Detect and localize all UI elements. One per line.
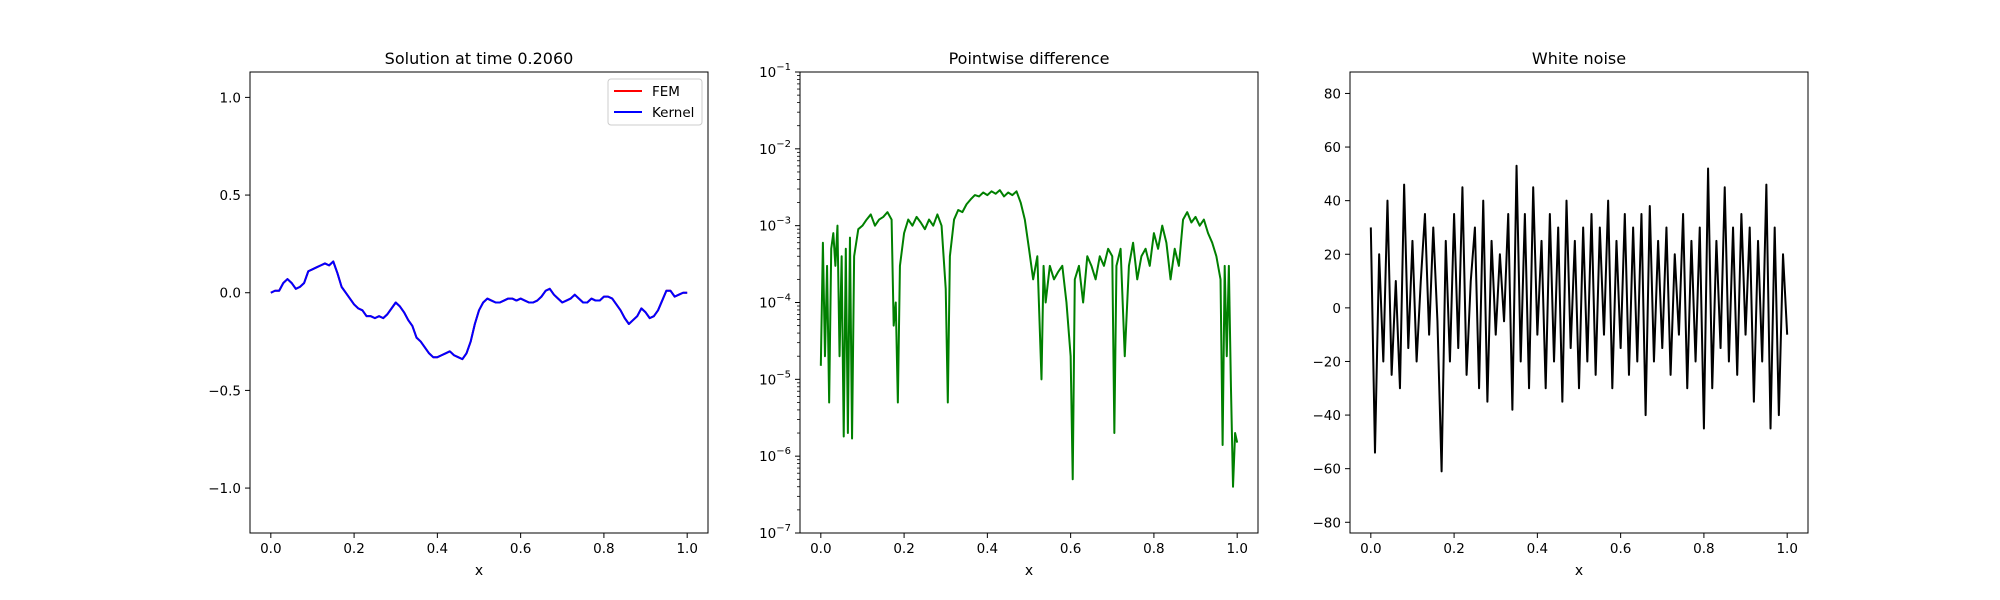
series-line-kernel <box>270 260 688 361</box>
y-tick-label: 0 <box>1332 301 1341 317</box>
legend-label-kernel: Kernel <box>652 105 694 121</box>
x-tick-label: 0.6 <box>1610 541 1631 557</box>
y-tick-label: −40 <box>1313 408 1342 424</box>
y-axis: 10−7 10−6 10−5 10−4 10−3 10−2 10−1 <box>759 62 800 542</box>
y-tick-label: −80 <box>1313 515 1342 531</box>
x-axis: 0.0 0.2 0.4 0.6 0.8 1.0 <box>260 533 698 557</box>
y-tick-label: 80 <box>1324 86 1341 102</box>
y-tick-label: 10−2 <box>759 139 791 158</box>
x-tick-label: 0.2 <box>343 541 364 557</box>
chart-white-noise: White noise x 0.0 0.2 0.4 0.6 0.8 1.0 −80−60−… <box>1313 49 1809 579</box>
x-tick-label: 0.8 <box>1693 541 1714 557</box>
x-tick-label: 0.6 <box>1060 541 1081 557</box>
plot-area <box>249 71 709 534</box>
y-axis: −1.0 −0.5 0.0 0.5 1.0 <box>208 90 250 497</box>
series-lines <box>1369 164 1789 473</box>
y-tick-label: 10−4 <box>759 293 791 312</box>
y-tick-label: 1.0 <box>220 90 241 106</box>
y-axis: −80 −60 −40 −20 0 20 40 60 80 <box>1313 86 1350 531</box>
x-tick-label: 1.0 <box>676 541 697 557</box>
x-tick-label: 0.8 <box>593 541 614 557</box>
series-lines <box>270 260 688 361</box>
series-lines <box>819 189 1239 488</box>
y-tick-label: 0.0 <box>220 286 241 302</box>
y-tick-label: −0.5 <box>208 383 241 399</box>
y-tick-label: 0.5 <box>220 188 241 204</box>
x-tick-label: 0.6 <box>510 541 531 557</box>
y-tick-label: 10−6 <box>759 446 791 465</box>
y-tick-label: 40 <box>1324 194 1341 210</box>
chart-title: Solution at time 0.2060 <box>385 49 574 68</box>
y-tick-label: 60 <box>1324 140 1341 156</box>
legend-label-fem: FEM <box>652 84 680 100</box>
legend: FEM Kernel <box>607 78 703 126</box>
y-tick-label: −1.0 <box>208 481 241 497</box>
x-tick-label: 1.0 <box>1776 541 1797 557</box>
y-tick-label: −20 <box>1313 354 1342 370</box>
x-tick-label: 0.2 <box>1443 541 1464 557</box>
plot-area <box>799 71 1259 534</box>
x-axis-label: x <box>1575 563 1583 579</box>
y-tick-label: −60 <box>1313 462 1342 478</box>
x-axis: 0.0 0.2 0.4 0.6 0.8 1.0 <box>810 533 1248 557</box>
x-axis: 0.0 0.2 0.4 0.6 0.8 1.0 <box>1360 533 1798 557</box>
chart-pointwise-difference: Pointwise difference x 0.0 0.2 0.4 0.6 0.8 1.… <box>759 49 1259 579</box>
x-tick-label: 1.0 <box>1226 541 1247 557</box>
series-line-0 <box>1369 164 1789 473</box>
x-tick-label: 0.4 <box>977 541 998 557</box>
series-line-0 <box>819 189 1239 488</box>
chart-title: Pointwise difference <box>949 49 1110 68</box>
x-tick-label: 0.0 <box>260 541 281 557</box>
x-tick-label: 0.0 <box>1360 541 1381 557</box>
chart-solution: Solution at time 0.2060 x 0.0 0.2 0.4 0.6 0.… <box>208 49 709 579</box>
x-tick-label: 0.4 <box>1527 541 1548 557</box>
y-tick-label: 10−1 <box>759 62 791 81</box>
y-tick-label: 20 <box>1324 247 1341 263</box>
y-tick-label: 10−3 <box>759 216 791 235</box>
x-tick-label: 0.8 <box>1143 541 1164 557</box>
chart-title: White noise <box>1532 49 1626 68</box>
y-tick-label: 10−5 <box>759 369 791 388</box>
x-axis-label: x <box>1025 563 1033 579</box>
y-tick-label: 10−7 <box>759 523 791 542</box>
x-tick-label: 0.2 <box>893 541 914 557</box>
x-tick-label: 0.4 <box>427 541 448 557</box>
x-axis-label: x <box>475 563 483 579</box>
x-tick-label: 0.0 <box>810 541 831 557</box>
